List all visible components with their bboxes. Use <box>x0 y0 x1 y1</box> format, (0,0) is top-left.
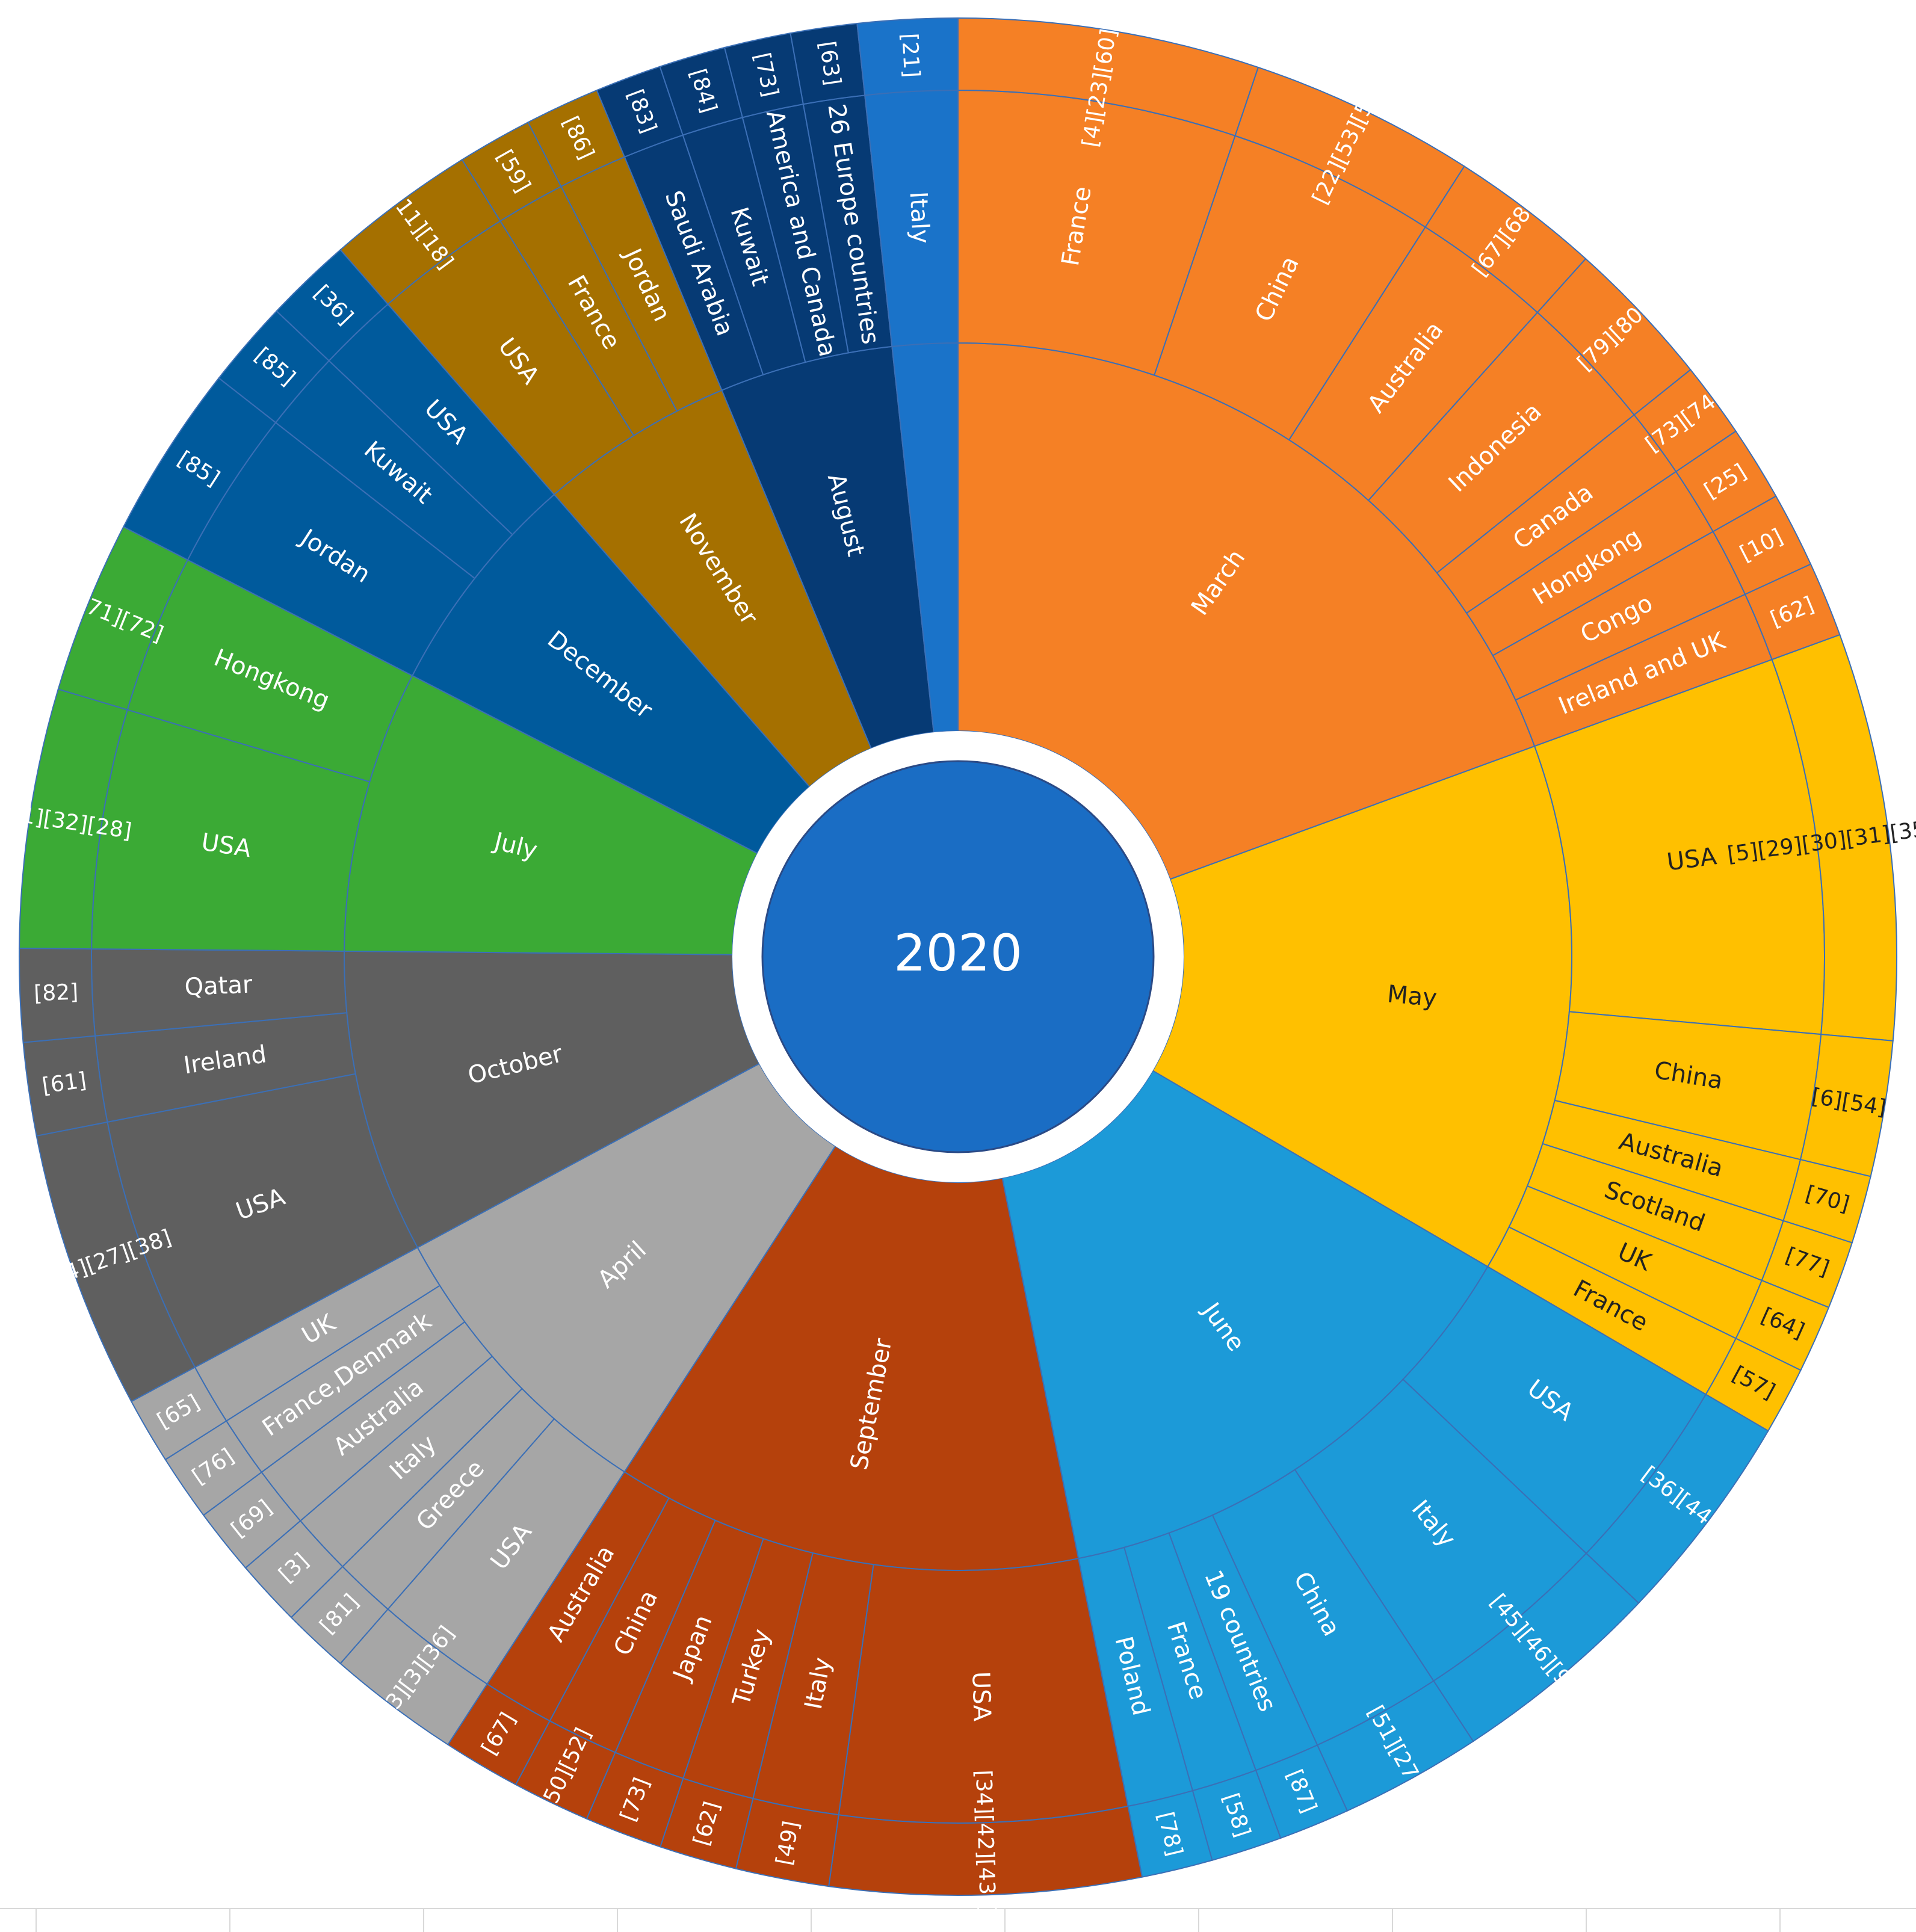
reference-ring <box>19 17 1897 1896</box>
month-label-may: May <box>1386 980 1438 1012</box>
country-label-unlabeled-italy: Italy <box>904 191 935 244</box>
worksheet-gridlines <box>0 1908 1916 1932</box>
country-label-october-qatar: Qatar <box>184 971 253 1001</box>
month-ring <box>344 342 1572 1571</box>
country-ring <box>91 89 1825 1824</box>
country-label-may-usa: USA <box>1665 842 1719 876</box>
center-label: 2020 <box>894 924 1022 983</box>
country-label-september-usa: USA <box>966 1671 995 1722</box>
ref-label-unlabeled-italy: [21] <box>897 32 924 78</box>
center-circle <box>761 760 1155 1153</box>
ref-label-october-qatar: [82] <box>33 980 79 1006</box>
ref-label-september-usa: [34][42][43][44] <box>971 1770 1001 1932</box>
ref-slice-unlabeled-italy <box>856 17 959 96</box>
